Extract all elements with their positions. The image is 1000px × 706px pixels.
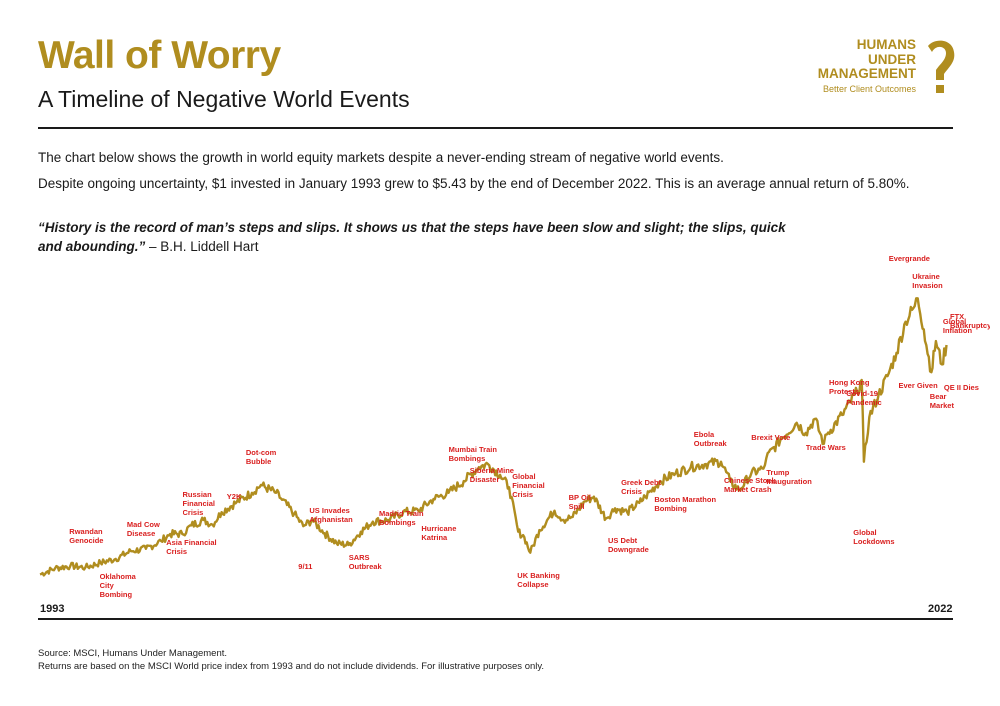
event-label-box: Evergrande [888, 253, 930, 263]
event-label: Greek Debt Crisis [621, 478, 662, 497]
event-label: Rwandan Genocide [69, 526, 104, 545]
page-title: Wall of Worry [38, 34, 281, 77]
event-label: Ebola Outbreak [693, 429, 727, 448]
logo-line-2: UNDER [867, 51, 916, 67]
event-label: Ever Given [898, 380, 938, 390]
event-label-box: Ebola Outbreak [693, 429, 727, 448]
event-label-box: Covid-19 Pandemic [846, 389, 882, 407]
event-label-box: Greek Debt Crisis [621, 478, 662, 497]
event-label-box: Dot-com Bubble [245, 448, 277, 466]
source-text: Source: MSCI, Humans Under Management. [38, 648, 228, 659]
event-label-box: US Debt Downgrade [608, 536, 649, 554]
quote-author: – B.H. Liddell Hart [145, 239, 259, 254]
event-label-box: Madrid Train Bombings [379, 508, 424, 527]
event-label: Siberia Mine Disaster [469, 465, 514, 484]
event-label: QE II Dies [943, 382, 979, 392]
event-label-box: Siberia Mine Disaster [469, 465, 514, 484]
page-subtitle: A Timeline of Negative World Events [38, 86, 410, 112]
intro-text: The chart below shows the growth in worl… [38, 149, 953, 201]
event-label-box: Chinese Stock Market Crash [724, 476, 776, 495]
event-label-box: FTX Bankruptcy [950, 311, 990, 330]
event-label: Mumbai Train Bombings [448, 444, 497, 463]
event-label-box: BP Oil Spill [568, 493, 591, 511]
event-label-box: Asia Financial Crisis [166, 538, 217, 556]
event-label-box: Mumbai Train Bombings [448, 444, 497, 463]
brand-logo: HUMANS UNDER MANAGEMENT Better Client Ou… [808, 37, 958, 100]
intro-paragraph-1: The chart below shows the growth in worl… [38, 150, 724, 165]
event-label-box: Ever Given [898, 380, 938, 390]
event-label: US Invades Afghanistan [309, 506, 353, 525]
event-label: Trade Wars [805, 442, 846, 452]
event-label: Dot-com Bubble [245, 448, 277, 466]
event-label: Y2K [226, 491, 242, 501]
event-label: Brexit Vote [751, 433, 791, 443]
event-label: Hurricane Katrina [421, 524, 457, 543]
quote-text: “History is the record of man’s steps an… [38, 220, 786, 254]
event-label: Bear Market [929, 391, 954, 410]
event-label-box: Hong Kong Protests [829, 377, 870, 396]
event-label: Asia Financial Crisis [166, 538, 217, 556]
head-question-mark-icon [928, 40, 955, 93]
event-label: Evergrande [888, 253, 930, 263]
event-label-box: US Invades Afghanistan [309, 506, 353, 525]
event-label: Global Inflation [942, 316, 973, 335]
logo-line-3: MANAGEMENT [817, 66, 916, 81]
event-label: FTX Bankruptcy [950, 311, 990, 330]
logo-tagline: Better Client Outcomes [822, 84, 916, 94]
event-label: US Debt Downgrade [608, 536, 649, 554]
event-label: Chinese Stock Market Crash [724, 476, 776, 495]
chart-baseline [38, 618, 953, 620]
quote-block: “History is the record of man’s steps an… [38, 218, 798, 256]
event-label: Hong Kong Protests [829, 377, 870, 396]
logo-wordmark: HUMANS UNDER MANAGEMENT [817, 37, 916, 82]
event-label-box: Bear Market [929, 391, 954, 410]
event-label: Oklahoma City Bombing [99, 572, 136, 600]
event-label-box: Global Lockdowns [853, 528, 895, 547]
event-label: Madrid Train Bombings [379, 508, 424, 527]
event-label-box: Y2K [226, 491, 242, 501]
event-label-box: Russian Financial Crisis [182, 489, 216, 517]
event-label-box: SARS Outbreak [348, 552, 382, 571]
top-divider [38, 127, 953, 129]
event-label-box: Hurricane Katrina [421, 524, 457, 543]
event-label-box: Oklahoma City Bombing [99, 572, 136, 600]
event-label: Ukraine Invasion [912, 271, 943, 290]
event-label: UK Banking Collapse [517, 570, 560, 589]
intro-paragraph-2: Despite ongoing uncertainty, $1 invested… [38, 176, 910, 191]
x-tick-end: 2022 [928, 603, 953, 615]
event-label-box: Brexit Vote [751, 433, 791, 443]
event-label-box: Global Financial Crisis [512, 472, 545, 500]
event-label: SARS Outbreak [348, 552, 382, 571]
event-label-box: QE II Dies [943, 382, 979, 392]
disclaimer-text: Returns are based on the MSCI World pric… [38, 661, 545, 672]
event-label: Russian Financial Crisis [182, 489, 216, 517]
event-label: Mad Cow Disease [126, 520, 160, 539]
event-label-box: 9/11 [298, 562, 313, 572]
event-label-box: Trade Wars [805, 442, 846, 452]
event-label-box: Mad Cow Disease [126, 520, 160, 539]
series-line [39, 297, 948, 577]
event-label-box: Global Inflation [942, 316, 973, 335]
logo-line-1: HUMANS [856, 37, 916, 52]
footer-notes: Source: MSCI, Humans Under Management. R… [38, 647, 544, 673]
event-label: Covid-19 Pandemic [846, 389, 882, 407]
event-label-box: UK Banking Collapse [517, 570, 560, 589]
event-label-box: Ukraine Invasion [912, 271, 943, 290]
event-label: Trump Inauguration [766, 467, 812, 486]
event-label: Boston Marathon Bombing [654, 495, 717, 514]
event-label: Global Financial Crisis [512, 472, 545, 500]
event-label-box: Rwandan Genocide [69, 526, 104, 545]
event-label: BP Oil Spill [568, 493, 591, 511]
event-label-box: Boston Marathon Bombing [654, 495, 717, 514]
event-label: Global Lockdowns [853, 528, 895, 547]
x-tick-start: 1993 [40, 603, 65, 615]
event-label-box: Trump Inauguration [766, 467, 812, 486]
event-label: 9/11 [298, 562, 313, 572]
